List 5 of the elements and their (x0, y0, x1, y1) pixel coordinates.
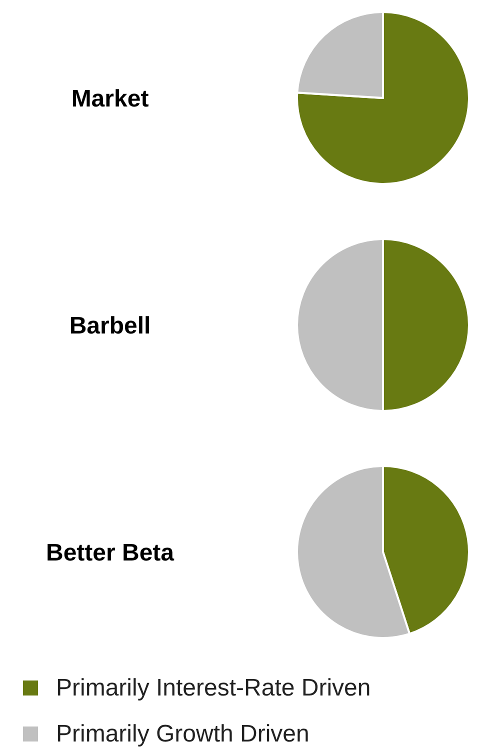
text: Better Beta (46, 540, 175, 566)
legend-label: Primarily Growth Driven (56, 720, 310, 748)
text: Barbell (69, 312, 151, 340)
legend-label: Primarily Interest-Rate Driven (56, 674, 371, 702)
text: Market (71, 86, 149, 112)
